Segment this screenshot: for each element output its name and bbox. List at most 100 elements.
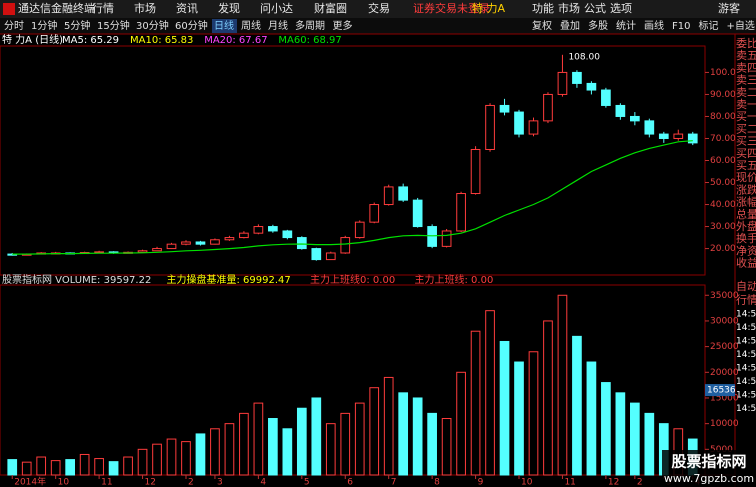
top-menu-item[interactable]: 市场 — [558, 1, 580, 15]
tick-time: 14:56 — [736, 364, 756, 374]
volume-header: 股票指标网 VOLUME: 39597.22 — [2, 273, 151, 286]
ma60-line — [12, 140, 693, 255]
y-tick-label: 60.00 — [710, 156, 736, 166]
date-label: 12 — [145, 478, 156, 487]
period-tab[interactable]: 月线 — [268, 19, 288, 32]
y-tick-label: 90.00 — [710, 90, 736, 100]
volume-tick-label: 30000 — [710, 316, 739, 326]
volume-marker-label: 16536 — [707, 386, 736, 396]
period-tab[interactable]: 15分钟 — [97, 19, 130, 32]
candle-body — [137, 250, 148, 253]
candle-body — [181, 241, 191, 245]
tool-button[interactable]: 复权 — [532, 19, 552, 32]
menu-item[interactable]: 问小达 — [260, 2, 293, 15]
candle-body — [224, 237, 235, 241]
quote-field: 换手 — [736, 231, 756, 245]
candle-body — [528, 120, 539, 135]
candle-body — [644, 120, 655, 135]
period-tab[interactable]: 日线 — [214, 19, 234, 32]
title-bar — [0, 0, 756, 18]
candle-body — [441, 230, 452, 247]
period-tab[interactable]: 多周期 — [295, 19, 325, 32]
quote-field: 卖五 — [736, 49, 756, 62]
volume-bar — [21, 461, 32, 476]
tool-button[interactable]: 叠加 — [560, 20, 580, 32]
user[interactable]: 游客 — [718, 1, 740, 15]
volume-header: 主力上班线: 0.00 — [415, 273, 494, 286]
logo — [3, 3, 15, 15]
quote-field: 涨幅 — [736, 196, 756, 209]
volume-bar — [601, 382, 611, 476]
volume-bar — [94, 458, 104, 476]
top-menu-item[interactable]: 选项 — [610, 2, 632, 15]
tool-button[interactable]: 多股 — [588, 19, 608, 32]
top-menu-item[interactable]: 功能 — [532, 1, 554, 15]
candle-body — [340, 237, 351, 254]
period-tab[interactable]: 1分钟 — [31, 19, 57, 32]
candle-body — [485, 104, 495, 150]
status[interactable]: 证券交易未登录 — [413, 1, 490, 15]
candle-body — [282, 230, 293, 239]
top-menu-item[interactable]: 公式 — [584, 2, 606, 15]
quote-field: 买四 — [736, 147, 756, 160]
candle-body — [296, 237, 307, 250]
menu-item[interactable]: 行情 — [92, 2, 114, 15]
candle-body — [398, 186, 409, 201]
period-tab[interactable]: 60分钟 — [175, 19, 208, 32]
volume-bar — [152, 443, 162, 476]
volume-bar — [369, 387, 380, 476]
menu-item[interactable]: 交易 — [368, 1, 390, 15]
quote-field: 卖一 — [736, 98, 756, 111]
menu-item[interactable]: 资讯 — [176, 2, 198, 15]
volume-bar — [615, 392, 626, 476]
candle-body — [412, 199, 423, 228]
watermark-url: www.7gpzb.com — [664, 472, 754, 485]
quote-field: 买二 — [736, 122, 756, 135]
tick-time: 14:56 — [736, 404, 756, 414]
menu-item[interactable]: 市场 — [134, 1, 156, 15]
quote-field: 现价 — [736, 171, 756, 184]
candle-body — [601, 89, 611, 106]
toolbar — [0, 18, 756, 34]
tool-button[interactable]: 标记 — [699, 20, 719, 32]
tool-button[interactable]: 统计 — [616, 19, 636, 32]
tool-button[interactable]: F10 — [672, 21, 690, 32]
active-period-bg — [212, 19, 237, 33]
candle-body — [152, 248, 162, 252]
tick-time: 14:56 — [736, 323, 756, 333]
tool-button[interactable]: 画线 — [644, 19, 664, 32]
volume-bar — [79, 453, 90, 476]
volume-bar — [108, 461, 119, 476]
volume-bar — [427, 412, 437, 476]
candle-body — [369, 204, 380, 223]
chart-title: 特 力A (日线) — [2, 33, 63, 46]
volume-marker-bg — [705, 384, 735, 397]
volume-bar — [253, 402, 264, 476]
tick-time: 14:56 — [736, 337, 756, 347]
period-tab[interactable]: 5分钟 — [64, 19, 90, 32]
volume-bar — [268, 418, 278, 476]
volume-bar — [586, 361, 597, 476]
period-tab[interactable]: 更多 — [333, 19, 353, 32]
volume-bar — [239, 412, 249, 476]
candle-body — [586, 82, 597, 91]
date-label: 2 — [637, 478, 643, 487]
menu-item[interactable]: 发现 — [218, 1, 240, 15]
date-label: 11 — [101, 478, 112, 487]
quote-field: 卖二 — [736, 86, 756, 99]
period-tab[interactable]: 30分钟 — [136, 19, 169, 32]
tick-time: 14:56 — [736, 377, 756, 387]
period-tab[interactable]: 周线 — [241, 19, 261, 32]
quote-field: 涨跌 — [736, 182, 756, 196]
date-label: 4 — [260, 478, 266, 487]
stock-name: 特 力A — [472, 1, 505, 15]
tool-button[interactable]: +自选 — [727, 19, 755, 32]
period-tab[interactable]: 分时 — [4, 20, 24, 32]
menu-item[interactable]: 财富圈 — [314, 1, 347, 15]
date-label: 3 — [217, 478, 223, 487]
volume-bar — [7, 459, 18, 476]
high-annotation: 108.00 — [568, 52, 600, 62]
candle-body — [470, 148, 481, 195]
